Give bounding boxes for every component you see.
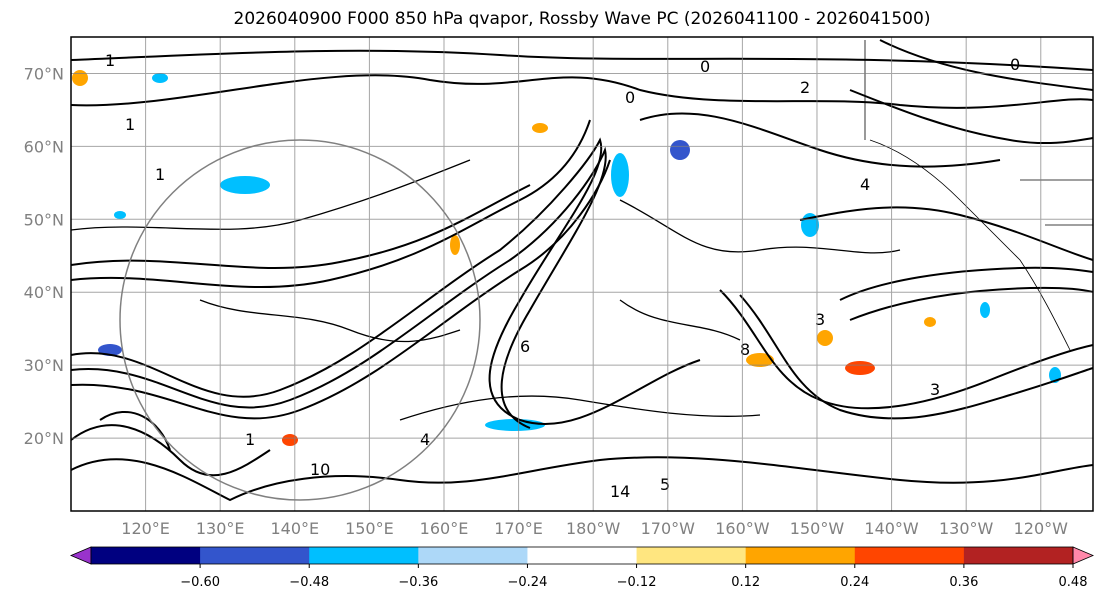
contour-label: 1 (155, 165, 165, 184)
wave-region-circle (119, 139, 481, 501)
colorbar-tick-label: −0.36 (398, 575, 438, 590)
latitude-label: 20°N (24, 429, 64, 448)
map-frame (70, 36, 1094, 512)
colorbar-segment (200, 547, 310, 564)
colorbar-tick-label: −0.12 (617, 575, 657, 590)
coastlines (864, 40, 1093, 351)
longitude-label: 140°E (270, 519, 319, 538)
latitude-labels: 20°N 30°N 40°N 50°N 60°N 70°N (24, 64, 64, 448)
latitude-label: 50°N (24, 210, 64, 229)
longitude-label: 130°W (939, 519, 994, 538)
colorbar-extend-low (69, 546, 92, 565)
longitude-label: 120°W (1014, 519, 1069, 538)
colorbar-frame (90, 546, 1074, 565)
contour-label: 1 (245, 430, 255, 449)
colorbar-segment (527, 547, 638, 564)
longitude-label: 180°W (566, 519, 621, 538)
colorbar-segment (854, 547, 965, 564)
longitude-label: 160°E (420, 519, 469, 538)
map-background (71, 37, 1093, 511)
map-title: 2026040900 F000 850 hPa qvapor, Rossby W… (233, 9, 931, 29)
contour-label: 2 (800, 78, 810, 97)
latitude-label: 70°N (24, 64, 64, 83)
colorbar-tick-labels: −0.60 −0.48 −0.36 −0.24 −0.12 0.12 0.24 0.36 0.4… (180, 564, 1088, 590)
contour-lines (70, 39, 1094, 502)
colorbar-segment (309, 547, 419, 564)
contour-label: 0 (1010, 55, 1020, 74)
contour-label: 0 (700, 57, 710, 76)
map-area: 1 1 1 2 0 0 0 4 6 8 3 3 4 1 10 14 5 (70, 36, 1094, 512)
contour-label: 1 (125, 115, 135, 134)
gridlines (71, 37, 1093, 511)
longitude-label: 170°W (641, 519, 696, 538)
contour-label: 14 (610, 482, 630, 501)
longitude-label: 130°E (196, 519, 245, 538)
contour-label: 3 (930, 380, 940, 399)
latitude-label: 30°N (24, 356, 64, 375)
colorbar (69, 546, 1095, 565)
contour-label: 4 (860, 175, 870, 194)
contour-labels: 1 1 1 2 0 0 0 4 6 8 3 3 4 1 10 14 5 (105, 51, 1020, 501)
colorbar-segment (636, 547, 747, 564)
contour-label: 6 (520, 337, 530, 356)
colorbar-segment (745, 547, 856, 564)
contour-label: 5 (660, 475, 670, 494)
colorbar-segment (963, 547, 1074, 564)
colorbar-tick-label: 0.12 (731, 575, 760, 590)
colorbar-extend-high (1072, 546, 1095, 565)
latitude-label: 60°N (24, 137, 64, 156)
colorbar-tick-label: 0.36 (949, 575, 978, 590)
colorbar-tick-label: −0.60 (180, 575, 220, 590)
contour-lines-thin (70, 159, 901, 421)
colorbar-tick-label: −0.48 (289, 575, 329, 590)
contour-label: 10 (310, 460, 330, 479)
latitude-label: 40°N (24, 283, 64, 302)
colorbar-tick-label: 0.48 (1059, 575, 1088, 590)
contour-label: 3 (815, 310, 825, 329)
longitude-label: 170°E (494, 519, 543, 538)
longitude-labels: 120°E 130°E 140°E 150°E 160°E 170°E 180°W 170°W… (121, 519, 1068, 538)
colorbar-segment (418, 547, 528, 564)
longitude-label: 150°E (345, 519, 394, 538)
contour-label: 8 (740, 340, 750, 359)
contour-label: 4 (420, 430, 430, 449)
longitude-label: 160°W (715, 519, 770, 538)
colorbar-tick-label: 0.24 (840, 575, 869, 590)
colorbar-segment (91, 547, 201, 564)
longitude-label: 150°W (790, 519, 845, 538)
colorbar-tick-label: −0.24 (508, 575, 548, 590)
contour-label: 1 (105, 51, 115, 70)
longitude-label: 140°W (864, 519, 919, 538)
contour-label: 0 (625, 88, 635, 107)
longitude-label: 120°E (121, 519, 170, 538)
